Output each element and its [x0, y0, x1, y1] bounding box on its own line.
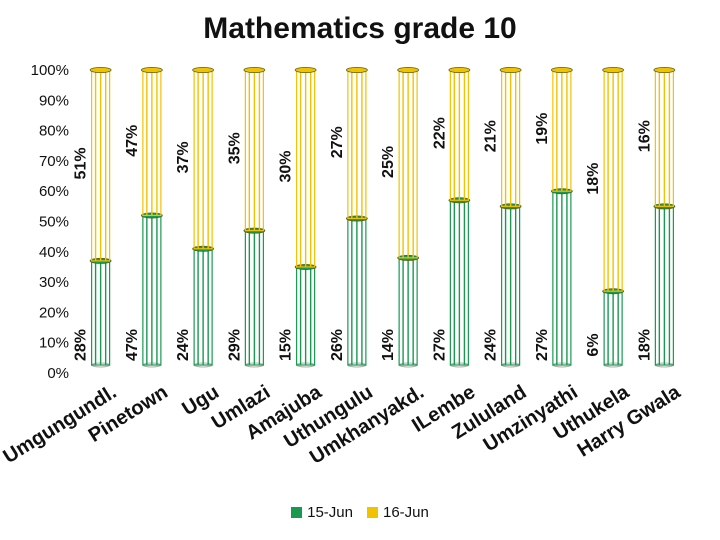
- bar-16-jun-cap: [345, 67, 368, 74]
- bar-16-jun-cap: [89, 67, 112, 74]
- y-tick-label: 60%: [39, 183, 69, 200]
- data-label-16-jun: 19%: [534, 113, 551, 145]
- legend: 15-Jun 16-Jun: [0, 504, 720, 521]
- data-label-15-jun: 6%: [585, 333, 602, 356]
- data-label-15-jun: 24%: [483, 329, 500, 361]
- legend-label-15-jun: 15-Jun: [307, 504, 353, 521]
- data-label-16-jun: 22%: [431, 117, 448, 149]
- bar-16-jun-cap: [243, 67, 266, 74]
- data-label-16-jun: 25%: [380, 146, 397, 178]
- data-label-16-jun: 16%: [636, 120, 653, 152]
- y-tick-label: 70%: [39, 153, 69, 170]
- data-label-15-jun: 18%: [636, 329, 653, 361]
- bar-16-jun-cap: [653, 67, 676, 74]
- y-tick-label: 30%: [39, 274, 69, 291]
- legend-swatch-16-jun: [367, 507, 378, 518]
- data-label-15-jun: 27%: [534, 329, 551, 361]
- bar-16-jun-cap: [192, 67, 215, 74]
- legend-item-15-jun: 15-Jun: [291, 504, 353, 521]
- data-label-16-jun: 35%: [226, 132, 243, 164]
- data-label-16-jun: 27%: [329, 126, 346, 158]
- data-label-15-jun: 15%: [278, 329, 295, 361]
- y-tick-label: 20%: [39, 304, 69, 321]
- bar-16-jun-cap: [499, 67, 522, 74]
- y-axis: 0% 10% 20% 30% 40% 50% 60% 70% 80% 90% 100%: [31, 62, 69, 382]
- data-label-16-jun: 18%: [585, 163, 602, 195]
- bar-16-jun-cap: [448, 67, 471, 74]
- data-label-15-jun: 26%: [329, 329, 346, 361]
- legend-label-16-jun: 16-Jun: [383, 504, 429, 521]
- data-label-16-jun: 51%: [73, 147, 90, 179]
- bar-16-jun-cap: [140, 67, 163, 74]
- data-label-15-jun: 24%: [175, 329, 192, 361]
- data-label-16-jun: 47%: [124, 125, 141, 157]
- y-tick-label: 40%: [39, 244, 69, 261]
- data-label-16-jun: 30%: [278, 150, 295, 182]
- data-label-15-jun: 47%: [124, 329, 141, 361]
- y-tick-label: 80%: [39, 123, 69, 140]
- data-label-16-jun: 21%: [483, 120, 500, 152]
- y-tick-label: 10%: [39, 335, 69, 352]
- data-label-16-jun: 37%: [175, 141, 192, 173]
- data-label-15-jun: 28%: [73, 329, 90, 361]
- y-tick-label: 0%: [47, 365, 69, 382]
- legend-swatch-15-jun: [291, 507, 303, 518]
- data-labels-group: 28% 51% 47% 47% 24% 37% 29% 35% 15% 30% 26% 27% 14% 2…: [73, 113, 654, 361]
- data-label-15-jun: 27%: [431, 329, 448, 361]
- bar-16-jun-cap: [602, 67, 625, 74]
- bars-group: [89, 67, 676, 368]
- data-label-15-jun: 14%: [380, 329, 397, 361]
- bar-16-jun-cap: [294, 67, 317, 74]
- y-tick-label: 90%: [39, 92, 69, 109]
- bar-16-jun-cap: [397, 67, 420, 74]
- y-tick-label: 50%: [39, 214, 69, 231]
- legend-item-16-jun: 16-Jun: [367, 504, 429, 521]
- y-tick-label: 100%: [31, 62, 69, 79]
- x-axis-labels: Umgungundl.Pinetown UguUmlaziAmajubaUthun…: [0, 381, 685, 469]
- data-label-15-jun: 29%: [226, 329, 243, 361]
- bar-16-jun-cap: [550, 67, 573, 74]
- chart-title: Mathematics grade 10: [203, 12, 517, 45]
